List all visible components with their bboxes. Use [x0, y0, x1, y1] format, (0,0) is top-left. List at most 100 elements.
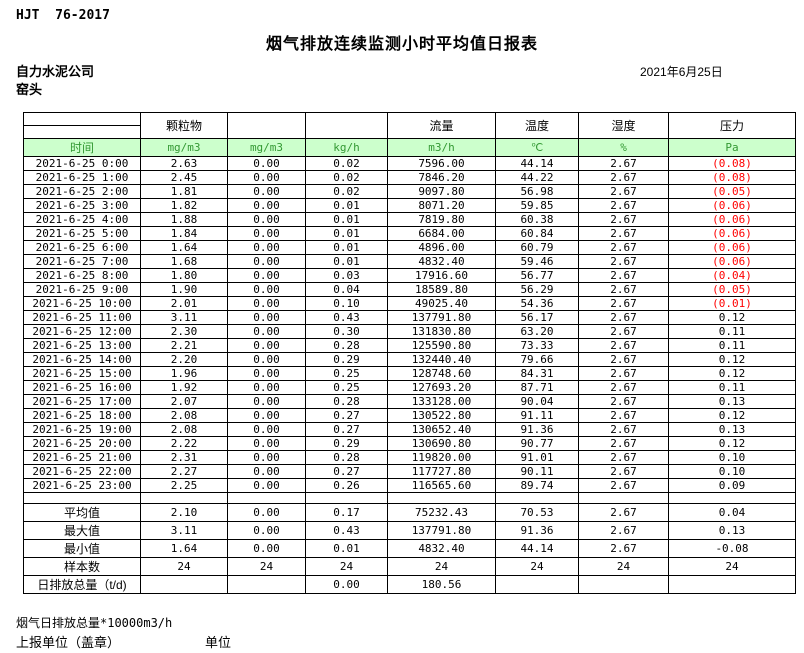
value-cell: 70.53: [495, 503, 579, 522]
value-cell: 2.67: [578, 436, 669, 451]
value-cell: 6684.00: [387, 226, 496, 241]
value-cell: 87.71: [495, 380, 579, 395]
value-cell: 0.00: [227, 240, 306, 255]
value-cell: 60.79: [495, 240, 579, 255]
value-cell: 0.01: [305, 198, 388, 213]
value-cell: 2.67: [578, 539, 669, 558]
time-cell: 2021-6-25 20:00: [23, 436, 141, 451]
value-cell: 2.67: [578, 310, 669, 325]
value-cell: 0.43: [305, 521, 388, 540]
value-cell: 0.00: [227, 521, 306, 540]
value-cell: 56.98: [495, 184, 579, 199]
table-row: 2021-6-25 2:00 1.81 0.00 0.02 9097.80 56.98 2.…: [23, 184, 796, 199]
value-cell: 2.67: [578, 324, 669, 339]
value-cell: 0.00: [227, 170, 306, 185]
value-cell: [140, 575, 228, 594]
value-cell: 0.00: [227, 408, 306, 423]
value-cell: 0.26: [305, 478, 388, 493]
value-cell: 0.00: [227, 338, 306, 353]
value-cell: 1.82: [140, 198, 228, 213]
value-cell: (0.08): [668, 170, 796, 185]
value-cell: 0.00: [227, 156, 306, 171]
value-cell: 54.36: [495, 296, 579, 311]
report-date: 2021年6月25日: [640, 65, 723, 79]
value-cell: 130522.80: [387, 408, 496, 423]
value-cell: 73.33: [495, 338, 579, 353]
value-cell: 24: [387, 557, 496, 576]
value-cell: 0.25: [305, 380, 388, 395]
value-cell: 180.56: [387, 575, 496, 594]
value-cell: 0.12: [668, 366, 796, 381]
doc-code: HJT 76-2017: [16, 8, 110, 23]
value-cell: -0.08: [668, 539, 796, 558]
unit-m3h: m3/h: [387, 138, 496, 157]
table-row: 2021-6-25 13:00 2.21 0.00 0.28 125590.80 73.3…: [23, 338, 796, 353]
summary-row: 最大值 3.11 0.00 0.43 137791.80 91.36 2.67 0.13: [23, 521, 796, 540]
summary-label-cell: 日排放总量（t/d): [23, 575, 141, 594]
value-cell: 0.00: [227, 450, 306, 465]
summary-row: 样本数 24 24 24 24 24 24 24: [23, 557, 796, 576]
value-cell: 2.67: [578, 422, 669, 437]
value-cell: 24: [495, 557, 579, 576]
value-cell: 2.67: [578, 352, 669, 367]
value-cell: 2.10: [140, 503, 228, 522]
table-row: 2021-6-25 20:00 2.22 0.00 0.29 130690.80 90.7…: [23, 436, 796, 451]
value-cell: 2.67: [578, 521, 669, 540]
value-cell: 0.10: [668, 464, 796, 479]
header-flow: 流量: [387, 112, 496, 139]
time-cell: 2021-6-25 2:00: [23, 184, 141, 199]
value-cell: 17916.60: [387, 268, 496, 283]
spacer-cell: [578, 492, 669, 504]
value-cell: 1.90: [140, 282, 228, 297]
value-cell: 56.77: [495, 268, 579, 283]
value-cell: 79.66: [495, 352, 579, 367]
value-cell: 2.30: [140, 324, 228, 339]
value-cell: [227, 575, 306, 594]
value-cell: 75232.43: [387, 503, 496, 522]
value-cell: 2.20: [140, 352, 228, 367]
time-cell: 2021-6-25 15:00: [23, 366, 141, 381]
time-cell: 2021-6-25 1:00: [23, 170, 141, 185]
value-cell: 1.84: [140, 226, 228, 241]
footer-note: 烟气日排放总量*10000m3/h: [16, 616, 173, 630]
value-cell: 0.00: [227, 394, 306, 409]
corner-cell-top: [23, 112, 141, 126]
table-row: 2021-6-25 10:00 2.01 0.00 0.10 49025.40 54.36…: [23, 296, 796, 311]
value-cell: 4832.40: [387, 539, 496, 558]
value-cell: 0.00: [227, 282, 306, 297]
value-cell: (0.06): [668, 240, 796, 255]
table-row: 2021-6-25 3:00 1.82 0.00 0.01 8071.20 59.85 2.…: [23, 198, 796, 213]
value-cell: 133128.00: [387, 394, 496, 409]
table-row: 2021-6-25 21:00 2.31 0.00 0.28 119820.00 91.0…: [23, 450, 796, 465]
value-cell: 56.17: [495, 310, 579, 325]
value-cell: 60.84: [495, 226, 579, 241]
value-cell: 24: [227, 557, 306, 576]
table-row: 2021-6-25 15:00 1.96 0.00 0.25 128748.60 84.3…: [23, 366, 796, 381]
value-cell: 56.29: [495, 282, 579, 297]
value-cell: 0.11: [668, 324, 796, 339]
value-cell: 90.04: [495, 394, 579, 409]
spacer-cell: [23, 492, 141, 504]
value-cell: 0.25: [305, 366, 388, 381]
data-rows: 2021-6-25 0:00 2.63 0.00 0.02 7596.00 44.14 2.…: [23, 156, 796, 594]
value-cell: 2.08: [140, 422, 228, 437]
value-cell: 18589.80: [387, 282, 496, 297]
value-cell: 1.92: [140, 380, 228, 395]
value-cell: 84.31: [495, 366, 579, 381]
report-table: 颗粒物 流量 温度 湿度 压力 时间 mg/m3 mg/m3 kg/h m3/h…: [23, 112, 796, 594]
table-row: 2021-6-25 23:00 2.25 0.00 0.26 116565.60 89.7…: [23, 478, 796, 493]
value-cell: 2.07: [140, 394, 228, 409]
value-cell: 2.67: [578, 212, 669, 227]
time-cell: 2021-6-25 3:00: [23, 198, 141, 213]
value-cell: 2.27: [140, 464, 228, 479]
summary-label-cell: 样本数: [23, 557, 141, 576]
value-cell: 59.85: [495, 198, 579, 213]
value-cell: (0.06): [668, 254, 796, 269]
value-cell: 89.74: [495, 478, 579, 493]
spacer-cell: [227, 492, 306, 504]
value-cell: 0.11: [668, 380, 796, 395]
value-cell: 2.01: [140, 296, 228, 311]
value-cell: 0.13: [668, 521, 796, 540]
value-cell: 116565.60: [387, 478, 496, 493]
value-cell: 0.04: [305, 282, 388, 297]
